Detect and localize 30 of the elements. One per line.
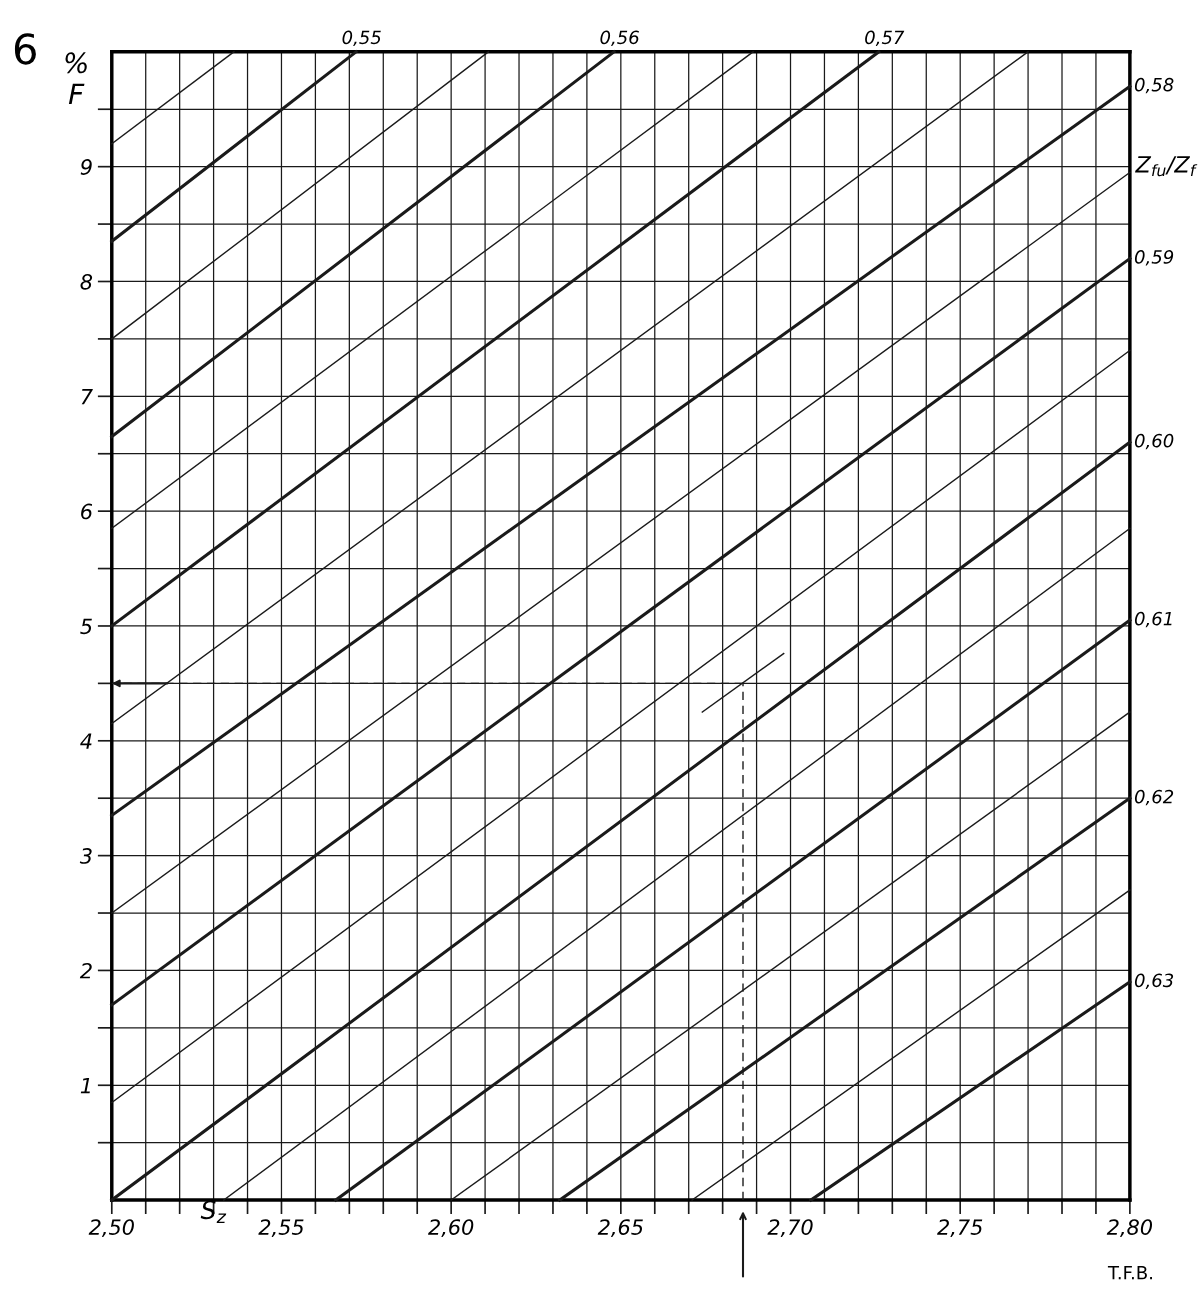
series-label: 0,57: [865, 30, 905, 47]
y-tick-label: 7: [81, 389, 93, 405]
text: T.F.B.: [1107, 1266, 1152, 1280]
text: Z$_{fu}$/Z$_{f}$: [1135, 156, 1198, 177]
series-label: 0,62: [1134, 789, 1174, 806]
x-tick-label: 2,55: [258, 1219, 304, 1238]
series-label: 0,63: [1134, 973, 1174, 990]
series-label: 0,61: [1134, 611, 1172, 628]
series-label: 0,58: [1134, 77, 1174, 94]
series-label: 0,55: [342, 30, 381, 47]
x-tick-label: 2,75: [937, 1219, 983, 1238]
y-tick-label: 3: [79, 848, 92, 864]
y-tick-label: 8: [80, 273, 93, 290]
y-tick-label: 2: [79, 962, 92, 979]
y-tick-label: 4: [80, 733, 92, 749]
y-tick-label: 6: [81, 503, 93, 520]
series-label: 0,56: [600, 30, 639, 47]
x-axis-title: S$_{z}$: [200, 1200, 227, 1224]
series-label: 0,60: [1134, 433, 1174, 450]
x-tick-label: 2,80: [1106, 1219, 1153, 1238]
x-tick-label: 2,65: [597, 1219, 643, 1238]
y-tick-label: 9: [80, 159, 92, 175]
x-tick-label: 2,60: [428, 1219, 474, 1238]
y-tick-label: 5: [80, 618, 92, 635]
series-label: 0,59: [1134, 250, 1174, 266]
y-axis-title: % F: [65, 52, 87, 105]
x-tick-label: 2,70: [767, 1219, 813, 1238]
y-tick-label: 1: [80, 1078, 90, 1094]
text: 6: [14, 33, 36, 65]
x-tick-label: 2,50: [88, 1219, 134, 1238]
